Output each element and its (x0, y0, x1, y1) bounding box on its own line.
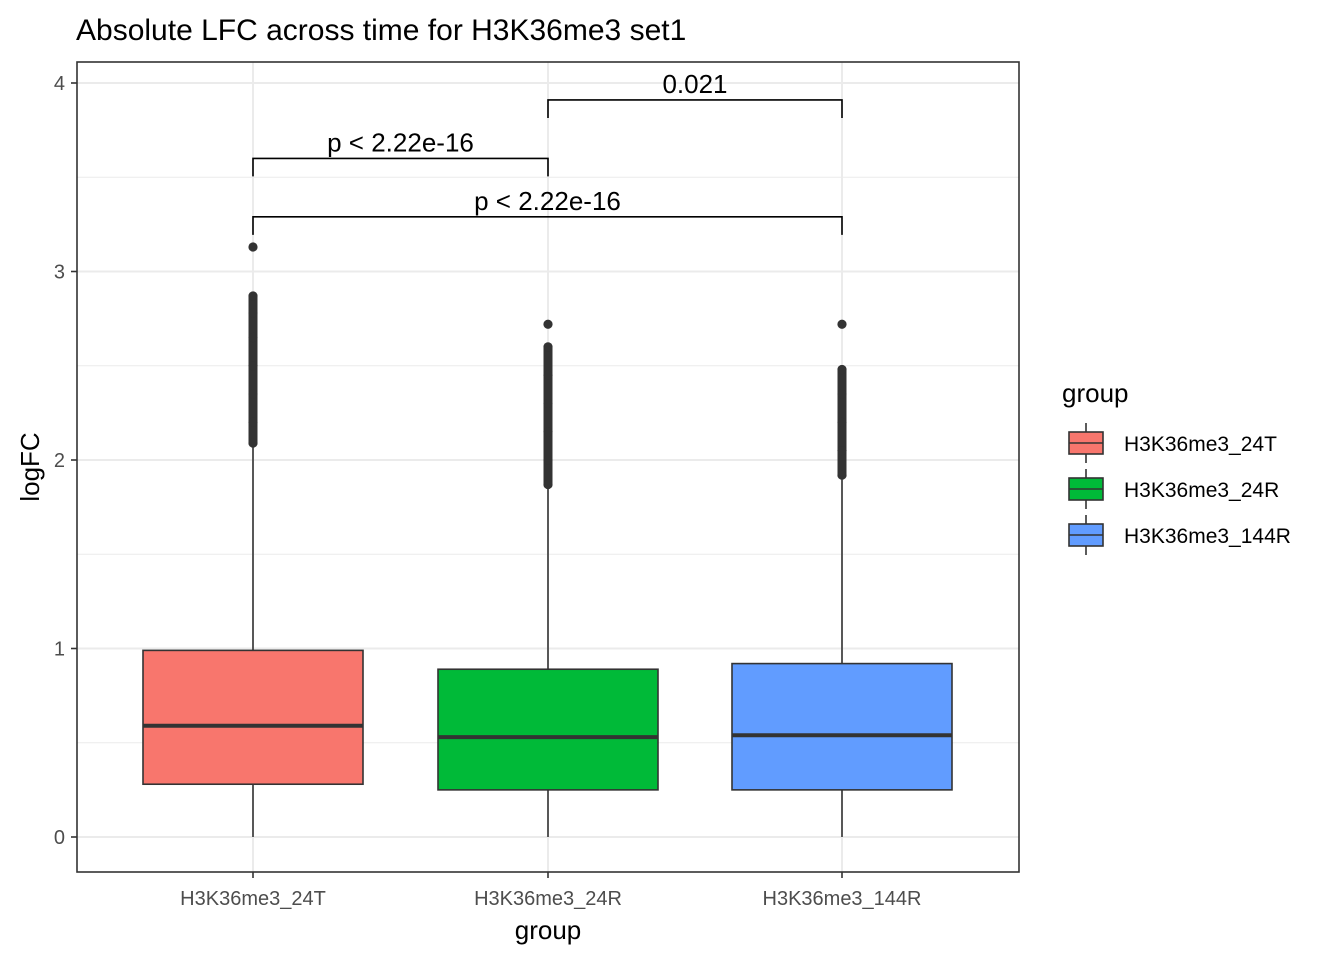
outlier-point (543, 398, 553, 409)
comparison-label: p < 2.22e-16 (327, 127, 474, 157)
chart-title: Absolute LFC across time for H3K36me3 se… (76, 14, 686, 47)
outlier-point (248, 438, 258, 448)
x-axis-title: group (515, 915, 582, 945)
legend-label: H3K36me3_144R (1124, 525, 1291, 548)
box-body (142, 649, 364, 786)
y-axis: 0 1 2 3 4 (54, 73, 77, 849)
outlier-point (248, 417, 258, 427)
comparison-3: 0.021 (547, 69, 843, 118)
comparison-bracket (252, 216, 843, 235)
box-body (437, 668, 659, 791)
comparison-label: p < 2.22e-16 (474, 186, 621, 216)
outlier-point (543, 370, 553, 380)
y-tick-label: 0 (54, 827, 65, 849)
outlier-point (837, 389, 847, 399)
outlier-point (248, 308, 258, 318)
y-tick-label: 4 (54, 73, 65, 95)
outlier-point (248, 332, 258, 343)
box-2 (437, 319, 659, 837)
comparison-bracket (252, 157, 549, 177)
y-tick-label: 3 (54, 262, 65, 284)
legend-label: H3K36me3_24T (1124, 433, 1277, 456)
legend-label: H3K36me3_24R (1124, 479, 1279, 502)
outlier-point (837, 319, 847, 329)
outlier-point (248, 291, 258, 301)
outlier-point (248, 361, 258, 371)
box-3 (731, 319, 953, 837)
outlier-point (837, 417, 847, 427)
outlier-point (837, 364, 847, 375)
y-axis-title: logFC (15, 432, 45, 501)
outlier-point (837, 470, 847, 480)
x-tick-label: H3K36me3_144R (763, 888, 922, 910)
comparison-brackets: p < 2.22e-16p < 2.22e-16 0.021 (252, 69, 843, 235)
outlier-point (248, 242, 258, 252)
outlier-point (837, 445, 847, 456)
box-body (731, 662, 953, 791)
outlier-point (543, 319, 553, 329)
outlier-point (543, 342, 553, 352)
comparison-2: p < 2.22e-16 (252, 186, 843, 235)
x-tick-label: H3K36me3_24T (180, 888, 326, 910)
legend-title: group (1062, 378, 1129, 408)
legend-item-2: H3K36me3_24R (1068, 469, 1279, 509)
comparison-1: p < 2.22e-16 (252, 127, 549, 177)
outlier-point (543, 427, 553, 437)
outlier-point (248, 389, 258, 399)
legend: group H3K36me3_24T H3K36me3_24R H3K36me3_1… (1062, 378, 1291, 555)
y-tick-label: 1 (54, 639, 65, 661)
y-tick-label: 2 (54, 450, 65, 472)
outlier-point (543, 455, 553, 465)
legend-item-3: H3K36me3_144R (1068, 515, 1291, 555)
boxes (142, 242, 953, 837)
comparison-label: 0.021 (662, 69, 727, 99)
x-axis: H3K36me3_24T H3K36me3_24R H3K36me3_144R (180, 872, 922, 910)
x-tick-label: H3K36me3_24R (474, 888, 622, 910)
outlier-point (543, 479, 553, 490)
box-1 (142, 242, 364, 837)
comparison-bracket (547, 99, 843, 118)
legend-item-1: H3K36me3_24T (1068, 423, 1277, 463)
plot-panel: p < 2.22e-16p < 2.22e-16 0.021 (76, 61, 1020, 873)
